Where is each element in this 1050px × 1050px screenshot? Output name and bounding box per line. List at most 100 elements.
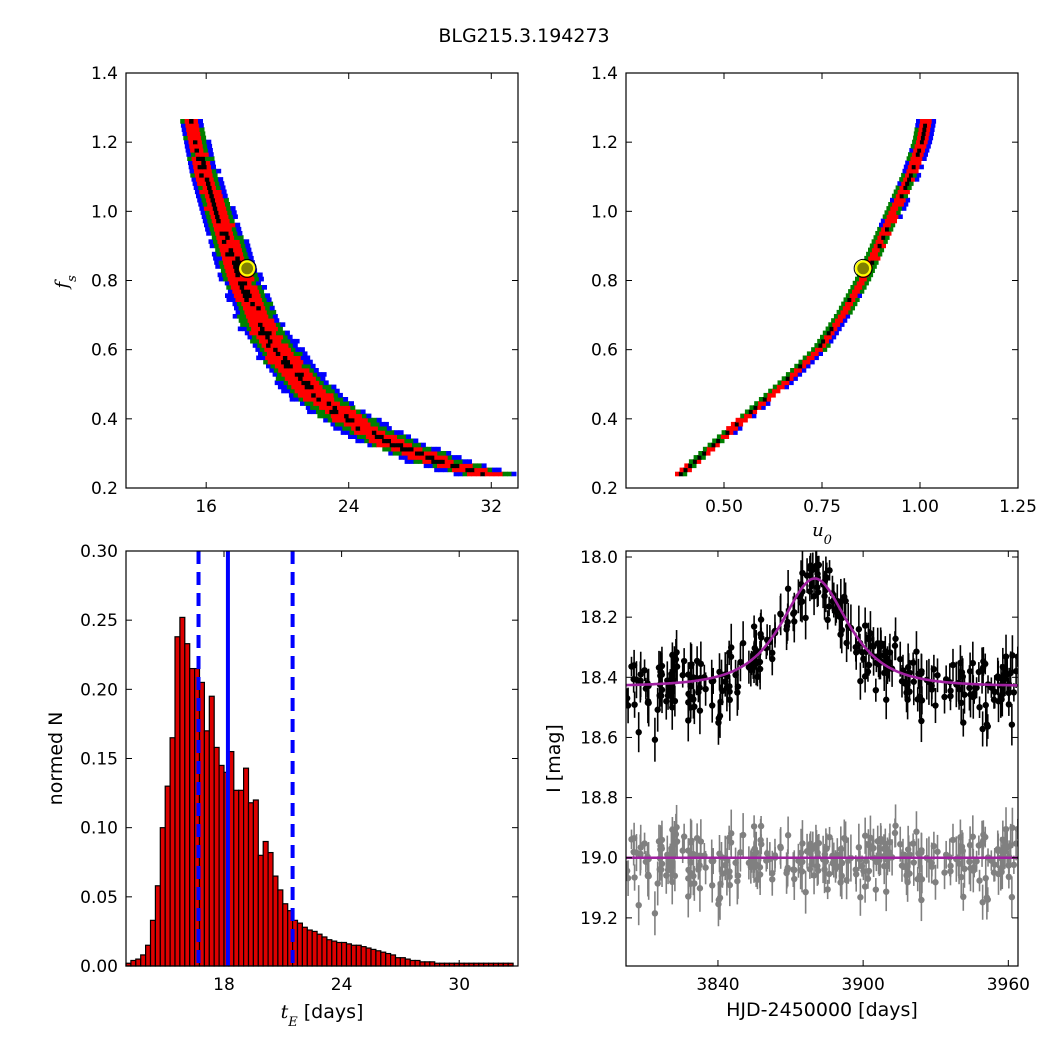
contour-cell [291,347,296,352]
contour-cell [721,430,726,435]
contour-cell [215,264,221,269]
contour-cell [219,197,225,203]
contour-cell [229,280,235,286]
y-tick-label: 1.0 [591,202,618,222]
contour-cell [492,467,498,473]
data-point [821,592,828,600]
contour-cell [191,177,197,182]
contour-cell [272,338,278,344]
contour-cell [798,368,803,373]
contour-cell [793,376,798,381]
contour-cell [266,309,272,315]
contour-cell [398,442,404,448]
contour-cells [180,119,517,477]
histogram-bar [341,941,348,967]
contour-cell [199,148,204,153]
contour-cell [909,148,914,153]
contour-cell [195,152,201,157]
contour-cell [693,455,698,460]
contour-cell [321,413,327,419]
contour-cell [277,372,282,377]
contour-cell [221,206,227,211]
contour-cell [197,139,203,145]
contour-cell [438,455,444,460]
contour-cell [853,301,858,307]
contour-cell [227,289,233,294]
contour-cell [216,235,222,240]
contour-cell [249,309,254,315]
contour-cell [688,463,693,469]
y-tick-label: 19.2 [580,909,618,929]
contour-cell [684,463,689,469]
contour-cell [826,330,832,336]
data-point [790,610,797,617]
y-axis-label: fs [52,275,80,291]
contour-cell [337,405,342,410]
contour-cell [743,417,748,423]
contour-cell [850,285,855,290]
contour-cell [248,297,254,302]
contour-cell [217,239,223,244]
data-point [958,873,965,881]
data-point [915,670,922,678]
x-tick-label: 3900 [842,975,885,995]
data-point [732,859,739,866]
axes-frame [625,72,1019,489]
data-point [861,832,869,839]
histogram-bar [355,944,362,967]
data-point [645,872,652,880]
contour-cell [316,388,322,394]
contour-cell [892,210,897,215]
contour-cell [238,305,244,311]
contour-cell [241,314,247,319]
data-point [702,864,709,871]
y-tick-label: 0.15 [80,750,118,770]
contour-cell [219,181,225,186]
data-point [664,851,671,858]
contour-cell [868,255,873,261]
data-point [726,868,733,875]
contour-cell [229,251,235,257]
contour-cell [198,202,204,207]
contour-cell [334,388,340,394]
contour-cell [363,430,368,435]
data-point [877,838,885,845]
contour-cell [222,193,228,199]
contour-cell [303,388,309,394]
contour-cell [229,218,235,224]
contour-cell [487,467,493,473]
contour-cell [247,334,253,340]
x-axis-label-sub: 0 [824,533,832,548]
contour-cell [214,226,219,232]
contour-cell [266,322,272,327]
contour-cell [385,430,391,435]
contour-cell [480,471,486,477]
contour-cell [186,131,192,136]
contour-cell [289,397,295,402]
contour-cell [224,214,229,219]
data-point [913,648,920,655]
contour-cell [438,467,444,473]
contour-cell [358,430,364,435]
contour-cell [917,148,922,153]
contour-cell [348,434,353,439]
histogram-bar [267,851,274,967]
model-curve [626,577,1018,687]
contour-cell [331,384,337,390]
contour-cell [268,347,274,352]
contour-cell [413,446,419,452]
contour-cell [856,289,861,294]
contour-cell [334,421,340,427]
data-point [872,686,880,694]
contour-cell [383,434,389,439]
data-point [877,643,885,650]
data-point [958,669,966,676]
contour-cell [331,401,337,406]
contour-cell [853,293,859,298]
contour-cell [295,384,301,390]
contour-cell [733,430,738,435]
data-point [995,847,1002,855]
contour-cell [894,214,899,219]
contour-cell [857,293,862,298]
histogram-bar [296,922,304,967]
